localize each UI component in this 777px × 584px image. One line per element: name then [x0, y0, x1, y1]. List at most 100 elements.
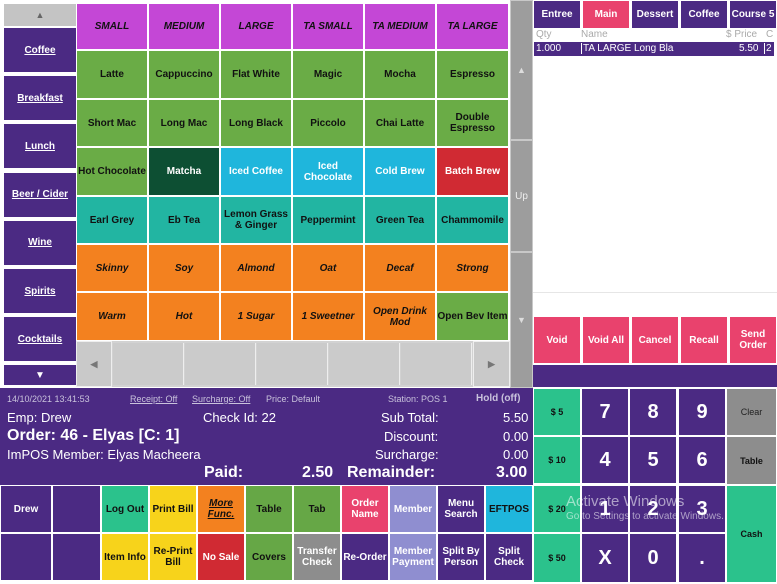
receipt-toggle[interactable]: Receipt: Off: [130, 394, 178, 404]
item-espresso-button[interactable]: Espresso: [436, 50, 509, 99]
function-blank-2-1-button[interactable]: [52, 533, 101, 581]
category-cocktails[interactable]: Cocktails: [3, 316, 77, 363]
item-lemon-grass-ginger-button[interactable]: Lemon Grass & Ginger: [220, 196, 292, 244]
category-coffee[interactable]: Coffee: [3, 27, 77, 73]
function-covers-button[interactable]: Covers: [245, 533, 293, 581]
item-cappuccino-button[interactable]: Cappuccino: [148, 50, 220, 99]
table-button[interactable]: Table: [726, 436, 777, 485]
cash-5-button[interactable]: $ 5: [533, 388, 581, 436]
item-magic-button[interactable]: Magic: [292, 50, 364, 99]
key-6-button[interactable]: 6: [678, 436, 726, 484]
item-medium-button[interactable]: MEDIUM: [148, 3, 220, 50]
function-tab-button[interactable]: Tab: [293, 485, 341, 533]
key-3-button[interactable]: 3: [678, 485, 726, 533]
key-8-button[interactable]: 8: [629, 388, 677, 436]
item-iced-coffee-button[interactable]: Iced Coffee: [220, 147, 292, 196]
item-eb-tea-button[interactable]: Eb Tea: [148, 196, 220, 244]
tab-coffee[interactable]: Coffee: [680, 0, 728, 29]
function-more-func-button[interactable]: More Func.: [197, 485, 245, 533]
category-wine[interactable]: Wine: [3, 219, 77, 266]
key-0-button[interactable]: 0: [629, 533, 677, 583]
order-line[interactable]: 1.000 TA LARGE Long Bla 5.50 2: [534, 42, 774, 56]
item-matcha-button[interactable]: Matcha: [148, 147, 220, 196]
function-menu-search-button[interactable]: Menu Search: [437, 485, 485, 533]
item-latte-button[interactable]: Latte: [76, 50, 148, 99]
category-scroll-down-button[interactable]: ▼: [3, 364, 77, 386]
action-void-button[interactable]: Void: [533, 316, 581, 364]
category-beer-cider[interactable]: Beer / Cider: [3, 171, 77, 218]
function-member-button[interactable]: Member: [389, 485, 437, 533]
cash-50-button[interactable]: $ 50: [533, 533, 581, 583]
item-hot-chocolate-button[interactable]: Hot Chocolate: [76, 147, 148, 196]
function-order-name-button[interactable]: Order Name: [341, 485, 389, 533]
key-decimal-button[interactable]: .: [678, 533, 726, 583]
function-log-out-button[interactable]: Log Out: [101, 485, 149, 533]
function-blank-1-button[interactable]: [52, 485, 101, 533]
function-member-payment-button[interactable]: Member Payment: [389, 533, 437, 581]
key-x-button[interactable]: X: [581, 533, 629, 583]
action-cancel-button[interactable]: Cancel: [631, 316, 679, 364]
function-table-button[interactable]: Table: [245, 485, 293, 533]
item-skinny-button[interactable]: Skinny: [76, 244, 148, 292]
item-strong-button[interactable]: Strong: [436, 244, 509, 292]
item-large-button[interactable]: LARGE: [220, 3, 292, 50]
cash-button[interactable]: Cash: [726, 485, 777, 583]
key-9-button[interactable]: 9: [678, 388, 726, 436]
item-ta-small-button[interactable]: TA SMALL: [292, 3, 364, 50]
tab-entree[interactable]: Entree: [533, 0, 581, 29]
item-hot-button[interactable]: Hot: [148, 292, 220, 341]
key-1-button[interactable]: 1: [581, 485, 629, 533]
tab-course-5[interactable]: Course 5: [729, 0, 777, 29]
item-soy-button[interactable]: Soy: [148, 244, 220, 292]
item-short-mac-button[interactable]: Short Mac: [76, 99, 148, 147]
item-chai-latte-button[interactable]: Chai Latte: [364, 99, 436, 147]
cash-20-button[interactable]: $ 20: [533, 485, 581, 533]
tab-dessert[interactable]: Dessert: [631, 0, 679, 29]
function-split-check-button[interactable]: Split Check: [485, 533, 533, 581]
grid-scroll-down-button[interactable]: ▼: [510, 252, 533, 388]
item-decaf-button[interactable]: Decaf: [364, 244, 436, 292]
item-long-black-button[interactable]: Long Black: [220, 99, 292, 147]
function-print-bill-button[interactable]: Print Bill: [149, 485, 197, 533]
item-green-tea-button[interactable]: Green Tea: [364, 196, 436, 244]
key-5-button[interactable]: 5: [629, 436, 677, 484]
item-flat-white-button[interactable]: Flat White: [220, 50, 292, 99]
item-1-sweetner-button[interactable]: 1 Sweetner: [292, 292, 364, 341]
key-2-button[interactable]: 2: [629, 485, 677, 533]
item-1-sugar-button[interactable]: 1 Sugar: [220, 292, 292, 341]
function-re-order-button[interactable]: Re-Order: [341, 533, 389, 581]
function-transfer-check-button[interactable]: Transfer Check: [293, 533, 341, 581]
action-void-all-button[interactable]: Void All: [582, 316, 630, 364]
item-ta-medium-button[interactable]: TA MEDIUM: [364, 3, 436, 50]
item-peppermint-button[interactable]: Peppermint: [292, 196, 364, 244]
item-almond-button[interactable]: Almond: [220, 244, 292, 292]
category-breakfast[interactable]: Breakfast: [3, 75, 77, 122]
grid-scroll-left-button[interactable]: ◀: [76, 341, 112, 387]
function-blank-2-0-button[interactable]: [0, 533, 52, 581]
grid-scroll-right-button[interactable]: ▶: [473, 341, 510, 387]
item-earl-grey-button[interactable]: Earl Grey: [76, 196, 148, 244]
action-recall-button[interactable]: Recall: [680, 316, 728, 364]
function-split-by-person-button[interactable]: Split By Person: [437, 533, 485, 581]
item-piccolo-button[interactable]: Piccolo: [292, 99, 364, 147]
item-mocha-button[interactable]: Mocha: [364, 50, 436, 99]
item-long-mac-button[interactable]: Long Mac: [148, 99, 220, 147]
function-no-sale-button[interactable]: No Sale: [197, 533, 245, 581]
key-7-button[interactable]: 7: [581, 388, 629, 436]
function-drew-button[interactable]: Drew: [0, 485, 52, 533]
category-scroll-up-button[interactable]: ▲: [3, 3, 77, 27]
item-open-bev-item-button[interactable]: Open Bev Item: [436, 292, 509, 341]
item-iced-chocolate-button[interactable]: Iced Chocolate: [292, 147, 364, 196]
item-warm-button[interactable]: Warm: [76, 292, 148, 341]
function-eftpos-button[interactable]: EFTPOS: [485, 485, 533, 533]
cash-10-button[interactable]: $ 10: [533, 436, 581, 484]
item-open-drink-mod-button[interactable]: Open Drink Mod: [364, 292, 436, 341]
grid-scroll-up-button[interactable]: ▲: [510, 0, 533, 140]
surcharge-toggle[interactable]: Surcharge: Off: [192, 394, 251, 404]
item-batch-brew-button[interactable]: Batch Brew: [436, 147, 509, 196]
category-lunch[interactable]: Lunch: [3, 123, 77, 170]
function-item-info-button[interactable]: Item Info: [101, 533, 149, 581]
item-oat-button[interactable]: Oat: [292, 244, 364, 292]
item-double-espresso-button[interactable]: Double Espresso: [436, 99, 509, 147]
item-small-button[interactable]: SMALL: [76, 3, 148, 50]
